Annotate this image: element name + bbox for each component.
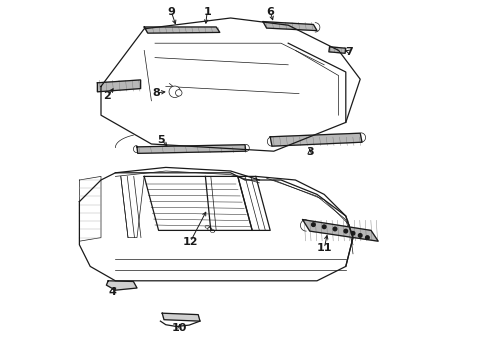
Polygon shape [263,22,317,31]
Text: 1: 1 [203,6,211,17]
Text: 9: 9 [167,6,175,17]
Polygon shape [270,133,362,146]
Text: 4: 4 [109,287,117,297]
Circle shape [169,86,180,98]
Circle shape [333,227,337,231]
Circle shape [351,231,355,235]
Text: 10: 10 [172,323,187,333]
Polygon shape [144,27,220,33]
Polygon shape [137,145,245,153]
Circle shape [344,229,347,233]
Circle shape [312,223,315,226]
Circle shape [358,234,362,237]
Circle shape [175,90,182,96]
Text: 8: 8 [152,88,160,98]
Text: 3: 3 [306,147,314,157]
Text: 5: 5 [158,135,165,145]
Polygon shape [162,313,200,321]
Text: 12: 12 [183,237,198,247]
Circle shape [322,225,326,229]
Text: 11: 11 [317,243,332,253]
Polygon shape [106,281,137,290]
Circle shape [366,236,369,239]
Polygon shape [303,220,378,241]
Text: 6: 6 [266,6,274,17]
Text: 2: 2 [103,91,111,102]
Text: 7: 7 [345,47,353,57]
Polygon shape [98,80,141,92]
Polygon shape [329,47,346,53]
